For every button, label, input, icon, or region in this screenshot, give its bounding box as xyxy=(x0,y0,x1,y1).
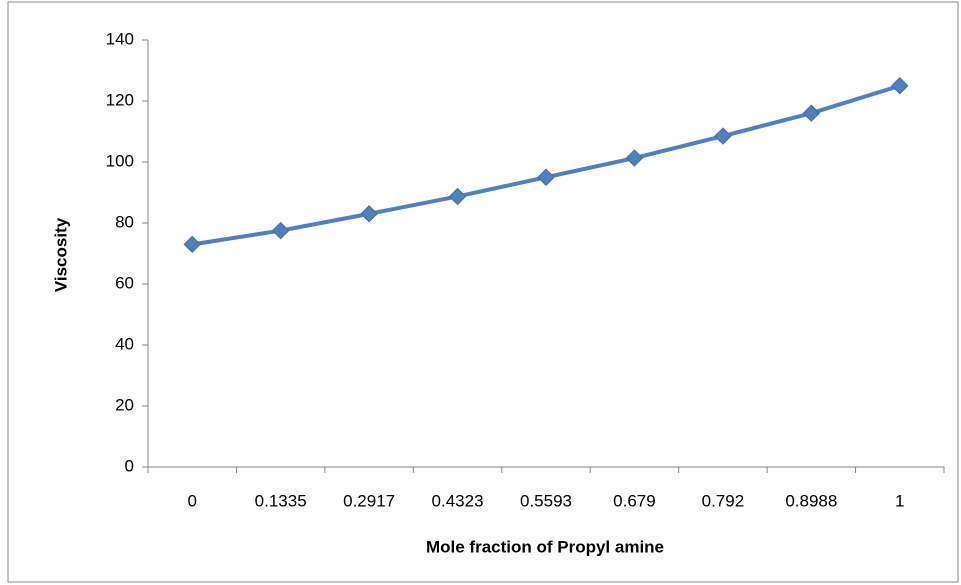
x-tick-label: 0.8988 xyxy=(785,491,837,510)
y-tick-label: 40 xyxy=(115,334,134,353)
data-point xyxy=(625,149,644,167)
x-tick-label: 0.1335 xyxy=(255,491,307,510)
data-point xyxy=(360,205,378,223)
x-tick-label: 0 xyxy=(187,491,196,510)
data-point xyxy=(714,127,732,145)
y-axis-title: Viscosity xyxy=(51,217,70,292)
chart-border xyxy=(7,1,959,583)
x-tick-label: 1 xyxy=(895,491,904,510)
data-point xyxy=(891,77,909,95)
x-tick-label: 0.679 xyxy=(613,491,656,510)
y-tick-label: 20 xyxy=(115,395,134,414)
data-point xyxy=(271,221,290,240)
y-tick-label: 80 xyxy=(115,212,134,231)
data-point xyxy=(537,168,555,186)
data-point xyxy=(448,187,467,206)
x-tick-label: 0.792 xyxy=(702,491,745,510)
y-tick-label: 60 xyxy=(115,273,134,292)
y-tick-label: 0 xyxy=(125,456,134,475)
x-tick-label: 0.2917 xyxy=(343,491,395,510)
y-tick-label: 140 xyxy=(106,29,134,48)
data-point xyxy=(802,104,821,122)
data-point xyxy=(183,235,201,254)
x-axis-title: Mole fraction of Propyl amine xyxy=(426,537,664,556)
series-line xyxy=(191,83,901,247)
x-tick-label: 0.5593 xyxy=(520,491,572,510)
y-tick-label: 100 xyxy=(106,151,134,170)
y-tick-label: 120 xyxy=(106,90,134,109)
x-tick-label: 0.4323 xyxy=(432,491,484,510)
